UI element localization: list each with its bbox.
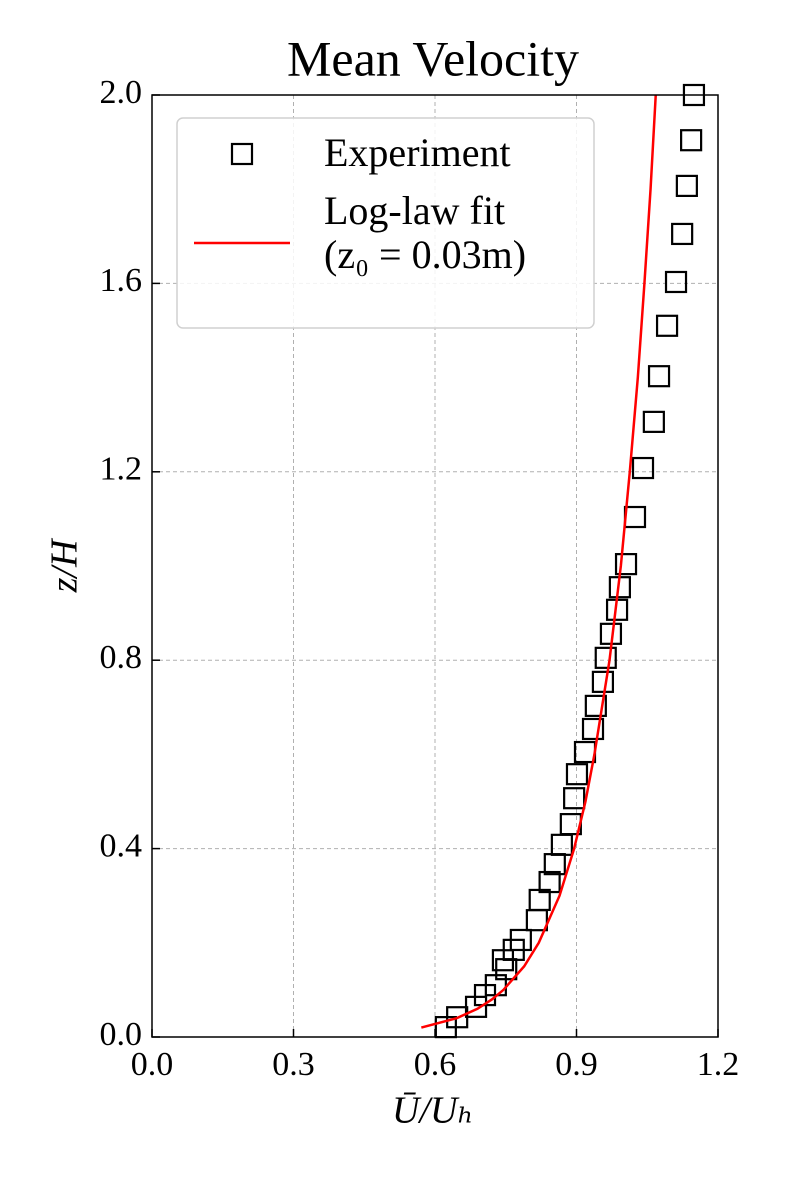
x-tick-label: 0.3 (272, 1046, 315, 1083)
marker (594, 646, 617, 669)
marker (584, 694, 607, 717)
marker (642, 410, 665, 433)
y-axis-label: z/H (44, 537, 86, 593)
legend-entry: Experiment (324, 131, 511, 175)
x-tick-label: 0.9 (555, 1046, 598, 1083)
x-tick-label: 0.0 (131, 1046, 174, 1083)
marker (563, 787, 586, 810)
marker (671, 222, 694, 246)
marker (591, 670, 615, 693)
y-tick-label: 0.8 (100, 639, 143, 676)
marker (614, 553, 638, 576)
marker (581, 717, 605, 741)
y-tick-label: 1.6 (100, 262, 143, 299)
marker (647, 365, 671, 388)
y-tick-label: 0.4 (100, 827, 143, 864)
y-tick-label: 2.0 (100, 74, 143, 111)
marker (538, 870, 561, 894)
marker (680, 129, 703, 152)
legend-entry: Log-law fit (z₀ = 0.03m) (324, 189, 527, 277)
marker (623, 505, 647, 529)
marker (509, 928, 532, 952)
marker (664, 270, 688, 294)
marker (525, 909, 548, 932)
legend-marker (230, 142, 254, 166)
legend-label: Experiment (324, 131, 511, 175)
marker (675, 174, 698, 198)
marker (655, 314, 679, 337)
marker (550, 833, 573, 856)
fit-line (421, 94, 657, 1029)
y-tick-label: 0.0 (100, 1016, 143, 1053)
x-tick-label: 1.2 (697, 1046, 740, 1083)
marker (565, 763, 589, 786)
y-tick-label: 1.2 (100, 451, 143, 488)
x-axis-label: Ū/Uₕ (392, 1090, 474, 1132)
chart-title: Mean Velocity (287, 30, 579, 86)
legend-label: Log-law fit (z₀ = 0.03m) (324, 189, 527, 277)
plot-frame (151, 94, 719, 1038)
marker (631, 456, 655, 480)
x-tick-label: 0.6 (414, 1046, 457, 1083)
legend-box (176, 117, 595, 329)
marker (573, 740, 597, 764)
